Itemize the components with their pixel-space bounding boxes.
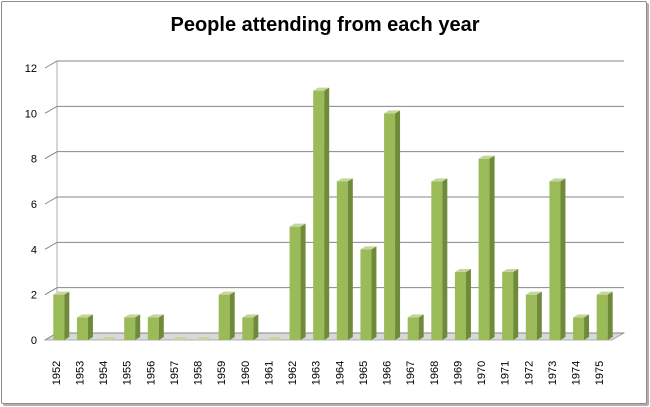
x-tick-label: 1956 xyxy=(145,361,157,385)
bar xyxy=(407,314,424,340)
y-tick-label: 4 xyxy=(31,244,37,256)
y-tick-label: 12 xyxy=(25,63,37,75)
x-tick-label: 1965 xyxy=(358,361,370,385)
bar xyxy=(525,291,542,340)
x-tick-label: 1953 xyxy=(74,361,86,385)
x-tick-label: 1968 xyxy=(429,361,441,385)
x-tick-label: 1954 xyxy=(98,361,110,385)
bar xyxy=(242,314,259,340)
x-tick-label: 1967 xyxy=(405,361,417,385)
gridline xyxy=(44,60,624,69)
x-tick-label: 1955 xyxy=(122,361,134,385)
gridline xyxy=(44,196,624,205)
y-axis-tick-labels: 0 2 4 6 8 10 12 xyxy=(25,63,37,347)
bar xyxy=(478,155,495,340)
x-tick-label: 1952 xyxy=(51,361,63,385)
x-tick-label: 1971 xyxy=(500,361,512,385)
bar xyxy=(573,314,590,340)
gridline xyxy=(44,241,624,250)
y-tick-label: 10 xyxy=(25,108,37,120)
x-tick-label: 1969 xyxy=(452,361,464,385)
x-axis-tick-labels: 1952 1953 1954 1955 1956 1957 1958 1959 1960 1961… xyxy=(51,361,606,385)
x-tick-label: 1957 xyxy=(169,361,181,385)
bar xyxy=(596,291,613,340)
x-tick-label: 1974 xyxy=(571,361,583,385)
x-tick-label: 1966 xyxy=(382,361,394,385)
bars xyxy=(53,87,613,341)
x-tick-label: 1963 xyxy=(311,361,323,385)
bar xyxy=(431,178,448,340)
x-tick-label: 1972 xyxy=(523,361,535,385)
gridline xyxy=(44,151,624,160)
bar xyxy=(218,291,235,340)
bar xyxy=(313,87,330,341)
x-tick-label: 1959 xyxy=(216,361,228,385)
chart-title: People attending from each year xyxy=(170,14,480,36)
bar xyxy=(76,314,93,340)
x-tick-label: 1961 xyxy=(263,361,275,385)
bar xyxy=(147,314,164,340)
gridline xyxy=(44,105,624,114)
bar xyxy=(336,178,353,340)
x-tick-label: 1962 xyxy=(287,361,299,385)
bar xyxy=(549,178,566,340)
bar xyxy=(53,291,70,340)
x-tick-label: 1975 xyxy=(594,361,606,385)
bar xyxy=(265,337,282,340)
bar xyxy=(502,269,519,340)
x-tick-label: 1960 xyxy=(240,361,252,385)
bar xyxy=(360,246,377,340)
bar xyxy=(454,269,471,340)
x-tick-label: 1973 xyxy=(547,361,559,385)
y-tick-label: 6 xyxy=(31,199,37,211)
y-tick-label: 0 xyxy=(31,335,37,347)
x-tick-label: 1964 xyxy=(334,361,346,385)
x-tick-label: 1958 xyxy=(193,361,205,385)
y-tick-label: 2 xyxy=(31,290,37,302)
bar xyxy=(124,314,141,340)
bar xyxy=(289,223,306,340)
x-tick-label: 1970 xyxy=(476,361,488,385)
bar xyxy=(195,337,212,340)
bar xyxy=(100,337,117,340)
bar xyxy=(384,110,401,340)
y-tick-label: 8 xyxy=(31,154,37,166)
bar xyxy=(171,337,188,340)
